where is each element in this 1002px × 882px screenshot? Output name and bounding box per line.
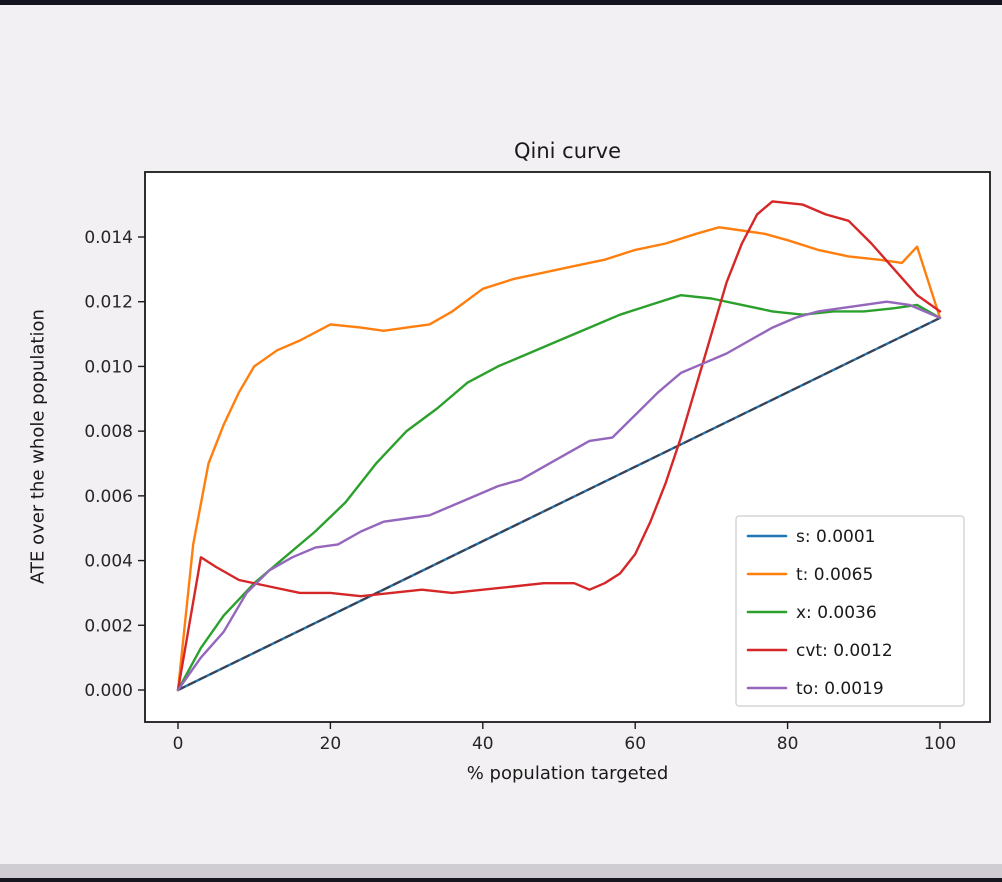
legend-label: cvt: 0.0012 — [796, 641, 893, 661]
y-tick-label: 0.008 — [84, 422, 133, 442]
x-axis-label: % population targeted — [466, 763, 669, 784]
x-tick-label: 20 — [320, 734, 342, 754]
x-tick-label: 100 — [924, 734, 956, 754]
x-tick-label: 40 — [472, 734, 494, 754]
legend-label: s: 0.0001 — [796, 527, 875, 547]
series-line-cvt — [176, 200, 942, 692]
series-line-t — [176, 226, 942, 692]
x-tick-label: 80 — [777, 734, 799, 754]
window-bottom-edge — [0, 878, 1002, 882]
window-bottom-band — [0, 864, 1002, 878]
x-tick-label: 60 — [624, 734, 646, 754]
legend-label: t: 0.0065 — [796, 565, 873, 585]
y-tick-label: 0.014 — [84, 228, 133, 248]
x-tick-label: 0 — [173, 734, 184, 754]
legend-label: to: 0.0019 — [796, 679, 884, 699]
series-line-x — [176, 294, 942, 692]
y-tick-label: 0.006 — [84, 487, 133, 507]
y-tick-label: 0.000 — [84, 681, 133, 701]
y-axis-label: ATE over the whole population — [27, 309, 49, 584]
window-top-edge — [0, 0, 1002, 5]
y-tick-label: 0.002 — [84, 616, 133, 636]
series-line-to — [176, 300, 942, 692]
legend-label: x: 0.0036 — [796, 603, 877, 623]
y-tick-label: 0.012 — [84, 293, 133, 313]
chart-title: Qini curve — [513, 139, 622, 163]
y-tick-label: 0.004 — [84, 552, 133, 572]
y-tick-label: 0.010 — [84, 357, 133, 377]
series-line-random-baseline — [176, 316, 942, 692]
legend-box — [735, 515, 965, 707]
